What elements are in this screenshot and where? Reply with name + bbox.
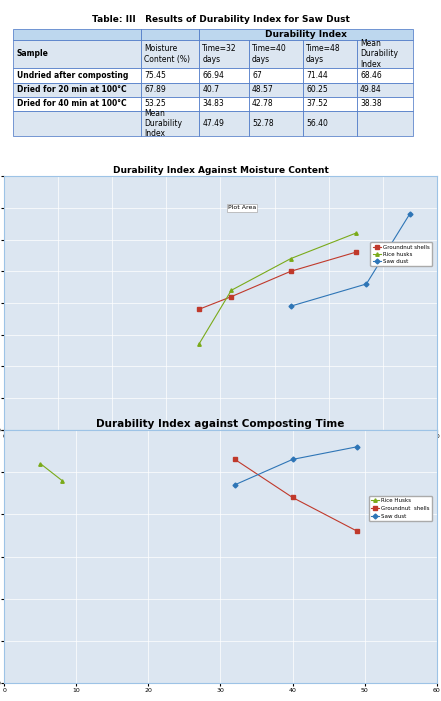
Text: 34.83: 34.83 [202,100,224,108]
Bar [199,97,249,111]
Line: Rice husks: Rice husks [197,231,357,346]
Bar [303,69,357,83]
Groundnut shells [228,292,234,301]
Bar [199,83,249,97]
Bar [249,97,303,111]
Bar [199,39,249,69]
Groundnut  shells [355,527,360,536]
Bar [13,29,141,39]
Text: 49.84: 49.84 [360,85,382,94]
Saw dust [232,481,238,489]
Bar [141,39,199,69]
Groundnut shells [288,267,293,275]
Rice Husks [38,459,43,468]
Bar [303,83,357,97]
Bar [13,83,141,97]
Text: Moisture
Content (%): Moisture Content (%) [144,44,190,64]
Rice husks [288,254,293,263]
Text: 66.94: 66.94 [202,71,224,80]
Bar [13,39,141,69]
Saw dust [288,302,293,311]
Bar [13,111,141,137]
Text: Undried after composting: Undried after composting [16,71,128,80]
Text: 48.57: 48.57 [252,85,274,94]
Groundnut shells [353,248,358,257]
Bar [357,97,413,111]
Bar [357,39,413,69]
Saw dust [407,210,412,219]
Text: Mean
Durability
Index: Mean Durability Index [144,109,182,139]
Line: Rice Husks: Rice Husks [39,462,64,482]
Text: Dried for 40 min at 100°C: Dried for 40 min at 100°C [16,100,126,108]
Groundnut  shells [232,455,238,463]
Bar [357,111,413,137]
Text: 71.44: 71.44 [306,71,328,80]
Line: Groundnut  shells: Groundnut shells [233,458,359,533]
Bar [249,111,303,137]
Text: Fig. 1: Graphs of durability index against moisture content: Fig. 1: Graphs of durability index again… [93,463,348,472]
Text: 40.7: 40.7 [202,85,219,94]
Text: 38.38: 38.38 [360,100,382,108]
Text: 37.52: 37.52 [306,100,328,108]
Bar [141,97,199,111]
Text: 42.78: 42.78 [252,100,274,108]
Groundnut shells [196,305,202,313]
Bar [249,69,303,83]
Text: 56.40: 56.40 [306,119,328,128]
Text: Sample: Sample [16,50,49,58]
Text: Time=32
days: Time=32 days [202,44,237,64]
Bar [199,69,249,83]
Text: Time=40
days: Time=40 days [252,44,287,64]
Bar [357,83,413,97]
Groundnut  shells [290,494,295,502]
Title: Durability Index Against Moisture Content: Durability Index Against Moisture Conten… [112,166,329,175]
Text: 52.78: 52.78 [252,119,274,128]
Text: Time=48
days: Time=48 days [306,44,341,64]
Text: Plot Area: Plot Area [228,205,256,210]
Text: 68.46: 68.46 [360,71,382,80]
Rice Husks [60,477,65,485]
Text: Dried for 20 min at 100°C: Dried for 20 min at 100°C [16,85,126,94]
Text: 47.49: 47.49 [202,119,224,128]
Text: Mean
Durability
Index: Mean Durability Index [360,39,398,69]
Saw dust [290,455,295,463]
Bar [249,39,303,69]
Bar [141,29,199,39]
Legend: Groundnut shells, Rice husks, Saw dust: Groundnut shells, Rice husks, Saw dust [370,243,432,266]
Bar [141,111,199,137]
Text: 67: 67 [252,71,262,80]
Bar [357,69,413,83]
Bar [141,69,199,83]
Text: 60.25: 60.25 [306,85,328,94]
Line: Saw dust: Saw dust [233,445,359,486]
Saw dust [364,280,369,288]
Rice husks [353,229,358,238]
Text: 67.89: 67.89 [144,85,166,94]
Text: Durability Index: Durability Index [265,29,347,39]
Bar [141,83,199,97]
Text: 75.45: 75.45 [144,71,166,80]
Saw dust [355,442,360,451]
Text: 53.25: 53.25 [144,100,166,108]
Rice husks [228,286,234,294]
Bar [199,111,249,137]
Line: Saw dust: Saw dust [289,212,411,308]
Text: Table: III   Results of Durability Index for Saw Dust: Table: III Results of Durability Index f… [92,15,349,25]
Rice husks [196,340,202,348]
Bar [13,97,141,111]
Legend: Rice Husks, Groundnut  shells, Saw dust: Rice Husks, Groundnut shells, Saw dust [369,496,432,521]
Bar [303,111,357,137]
Bar [303,97,357,111]
Bar [303,39,357,69]
Bar [13,69,141,83]
Bar [249,83,303,97]
Bar [199,29,413,39]
Line: Groundnut shells: Groundnut shells [197,250,357,311]
Title: Durability Index against Composting Time: Durability Index against Composting Time [96,419,345,429]
